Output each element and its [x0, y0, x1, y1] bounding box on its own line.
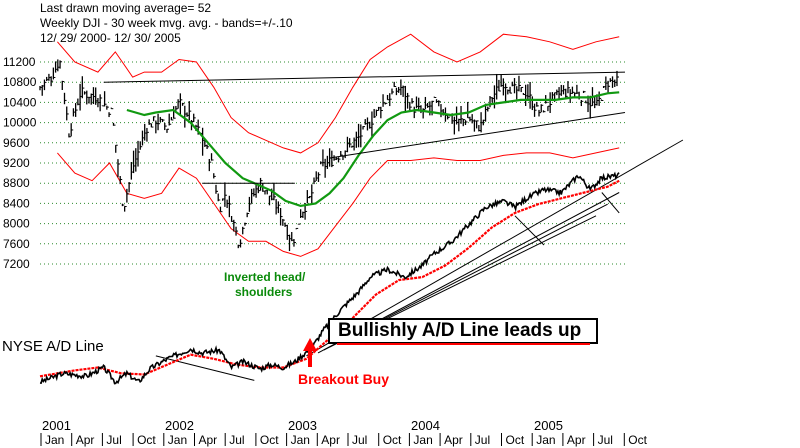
- ad-trendline-0: [155, 355, 255, 381]
- chart-header-line-2: Weekly DJI - 30 week mvg. avg. - bands=+…: [40, 16, 293, 30]
- y-tick-label-8400: 8400: [3, 196, 30, 210]
- chart-header-line-1: Last drawn moving average= 52: [40, 1, 212, 15]
- month-label-Apr: Apr: [444, 433, 463, 447]
- month-label-Apr: Apr: [76, 433, 95, 447]
- month-label-Jul: Jul: [598, 433, 613, 447]
- moving-average-line: [126, 91, 620, 208]
- y-tick-label-8000: 8000: [3, 217, 30, 231]
- month-label-Oct: Oct: [506, 433, 525, 447]
- month-label-Apr: Apr: [567, 433, 586, 447]
- month-label-Oct: Oct: [137, 433, 156, 447]
- bullish-callout-box: Bullishly A/D Line leads up: [328, 318, 598, 344]
- breakout-buy-label: Breakout Buy: [298, 371, 389, 387]
- breakout-arrow: [303, 338, 317, 367]
- ad-trendline-5: [514, 215, 545, 246]
- y-tick-label-10400: 10400: [3, 95, 37, 109]
- ad-line: [39, 171, 620, 385]
- y-tick-label-9200: 9200: [3, 156, 30, 170]
- ad-line-panel: [39, 139, 684, 385]
- y-tick-label-7600: 7600: [3, 237, 30, 251]
- month-label-Oct: Oct: [383, 433, 402, 447]
- price-axis-labels: 7200 7600 8000 8400 8800 9200 9600 10000 10400 10…: [3, 55, 37, 271]
- month-label-Jan: Jan: [168, 433, 187, 447]
- price-gridlines: [40, 61, 625, 265]
- year-label-2004: 2004: [411, 418, 440, 433]
- y-tick-label-10800: 10800: [3, 75, 37, 89]
- breakout-arrow-icon: [303, 338, 317, 367]
- year-label-2001: 2001: [42, 418, 71, 433]
- year-label-2003: 2003: [288, 418, 317, 433]
- chart-header-line-3: 12/ 29/ 2000- 12/ 30/ 2005: [40, 31, 181, 45]
- year-label-2005: 2005: [534, 418, 563, 433]
- y-tick-label-8800: 8800: [3, 176, 30, 190]
- y-tick-label-7200: 7200: [3, 257, 30, 271]
- month-label-Apr: Apr: [321, 433, 340, 447]
- lower-band-line: [57, 147, 620, 257]
- y-tick-label-10000: 10000: [3, 116, 37, 130]
- month-label-Apr: Apr: [199, 433, 218, 447]
- month-label-Jan: Jan: [45, 433, 64, 447]
- band-lines: [57, 33, 620, 257]
- ad-line-label: NYSE A/D Line: [2, 338, 104, 355]
- month-label-Jan: Jan: [291, 433, 310, 447]
- y-tick-label-9600: 9600: [3, 136, 30, 150]
- upper-band-line: [57, 33, 620, 154]
- month-label-Jul: Jul: [106, 433, 121, 447]
- price-trendline-0: [103, 71, 626, 83]
- ad-trendline-6: [601, 192, 620, 214]
- month-label-Jan: Jan: [413, 433, 432, 447]
- year-label-2002: 2002: [165, 418, 194, 433]
- month-label-Jul: Jul: [352, 433, 367, 447]
- inverted-head-label-2: shoulders: [235, 285, 293, 299]
- month-label-Jan: Jan: [536, 433, 555, 447]
- month-label-Jul: Jul: [475, 433, 490, 447]
- trend-lines: [103, 71, 626, 184]
- y-tick-label-11200: 11200: [3, 55, 36, 69]
- month-label-Oct: Oct: [260, 433, 279, 447]
- ma30-line: [126, 91, 620, 208]
- month-label-Oct: Oct: [628, 433, 647, 447]
- price-trendline-1: [329, 112, 626, 159]
- month-label-Jul: Jul: [229, 433, 244, 447]
- price-bars: [39, 59, 619, 252]
- inverted-head-label-1: Inverted head/: [224, 270, 306, 284]
